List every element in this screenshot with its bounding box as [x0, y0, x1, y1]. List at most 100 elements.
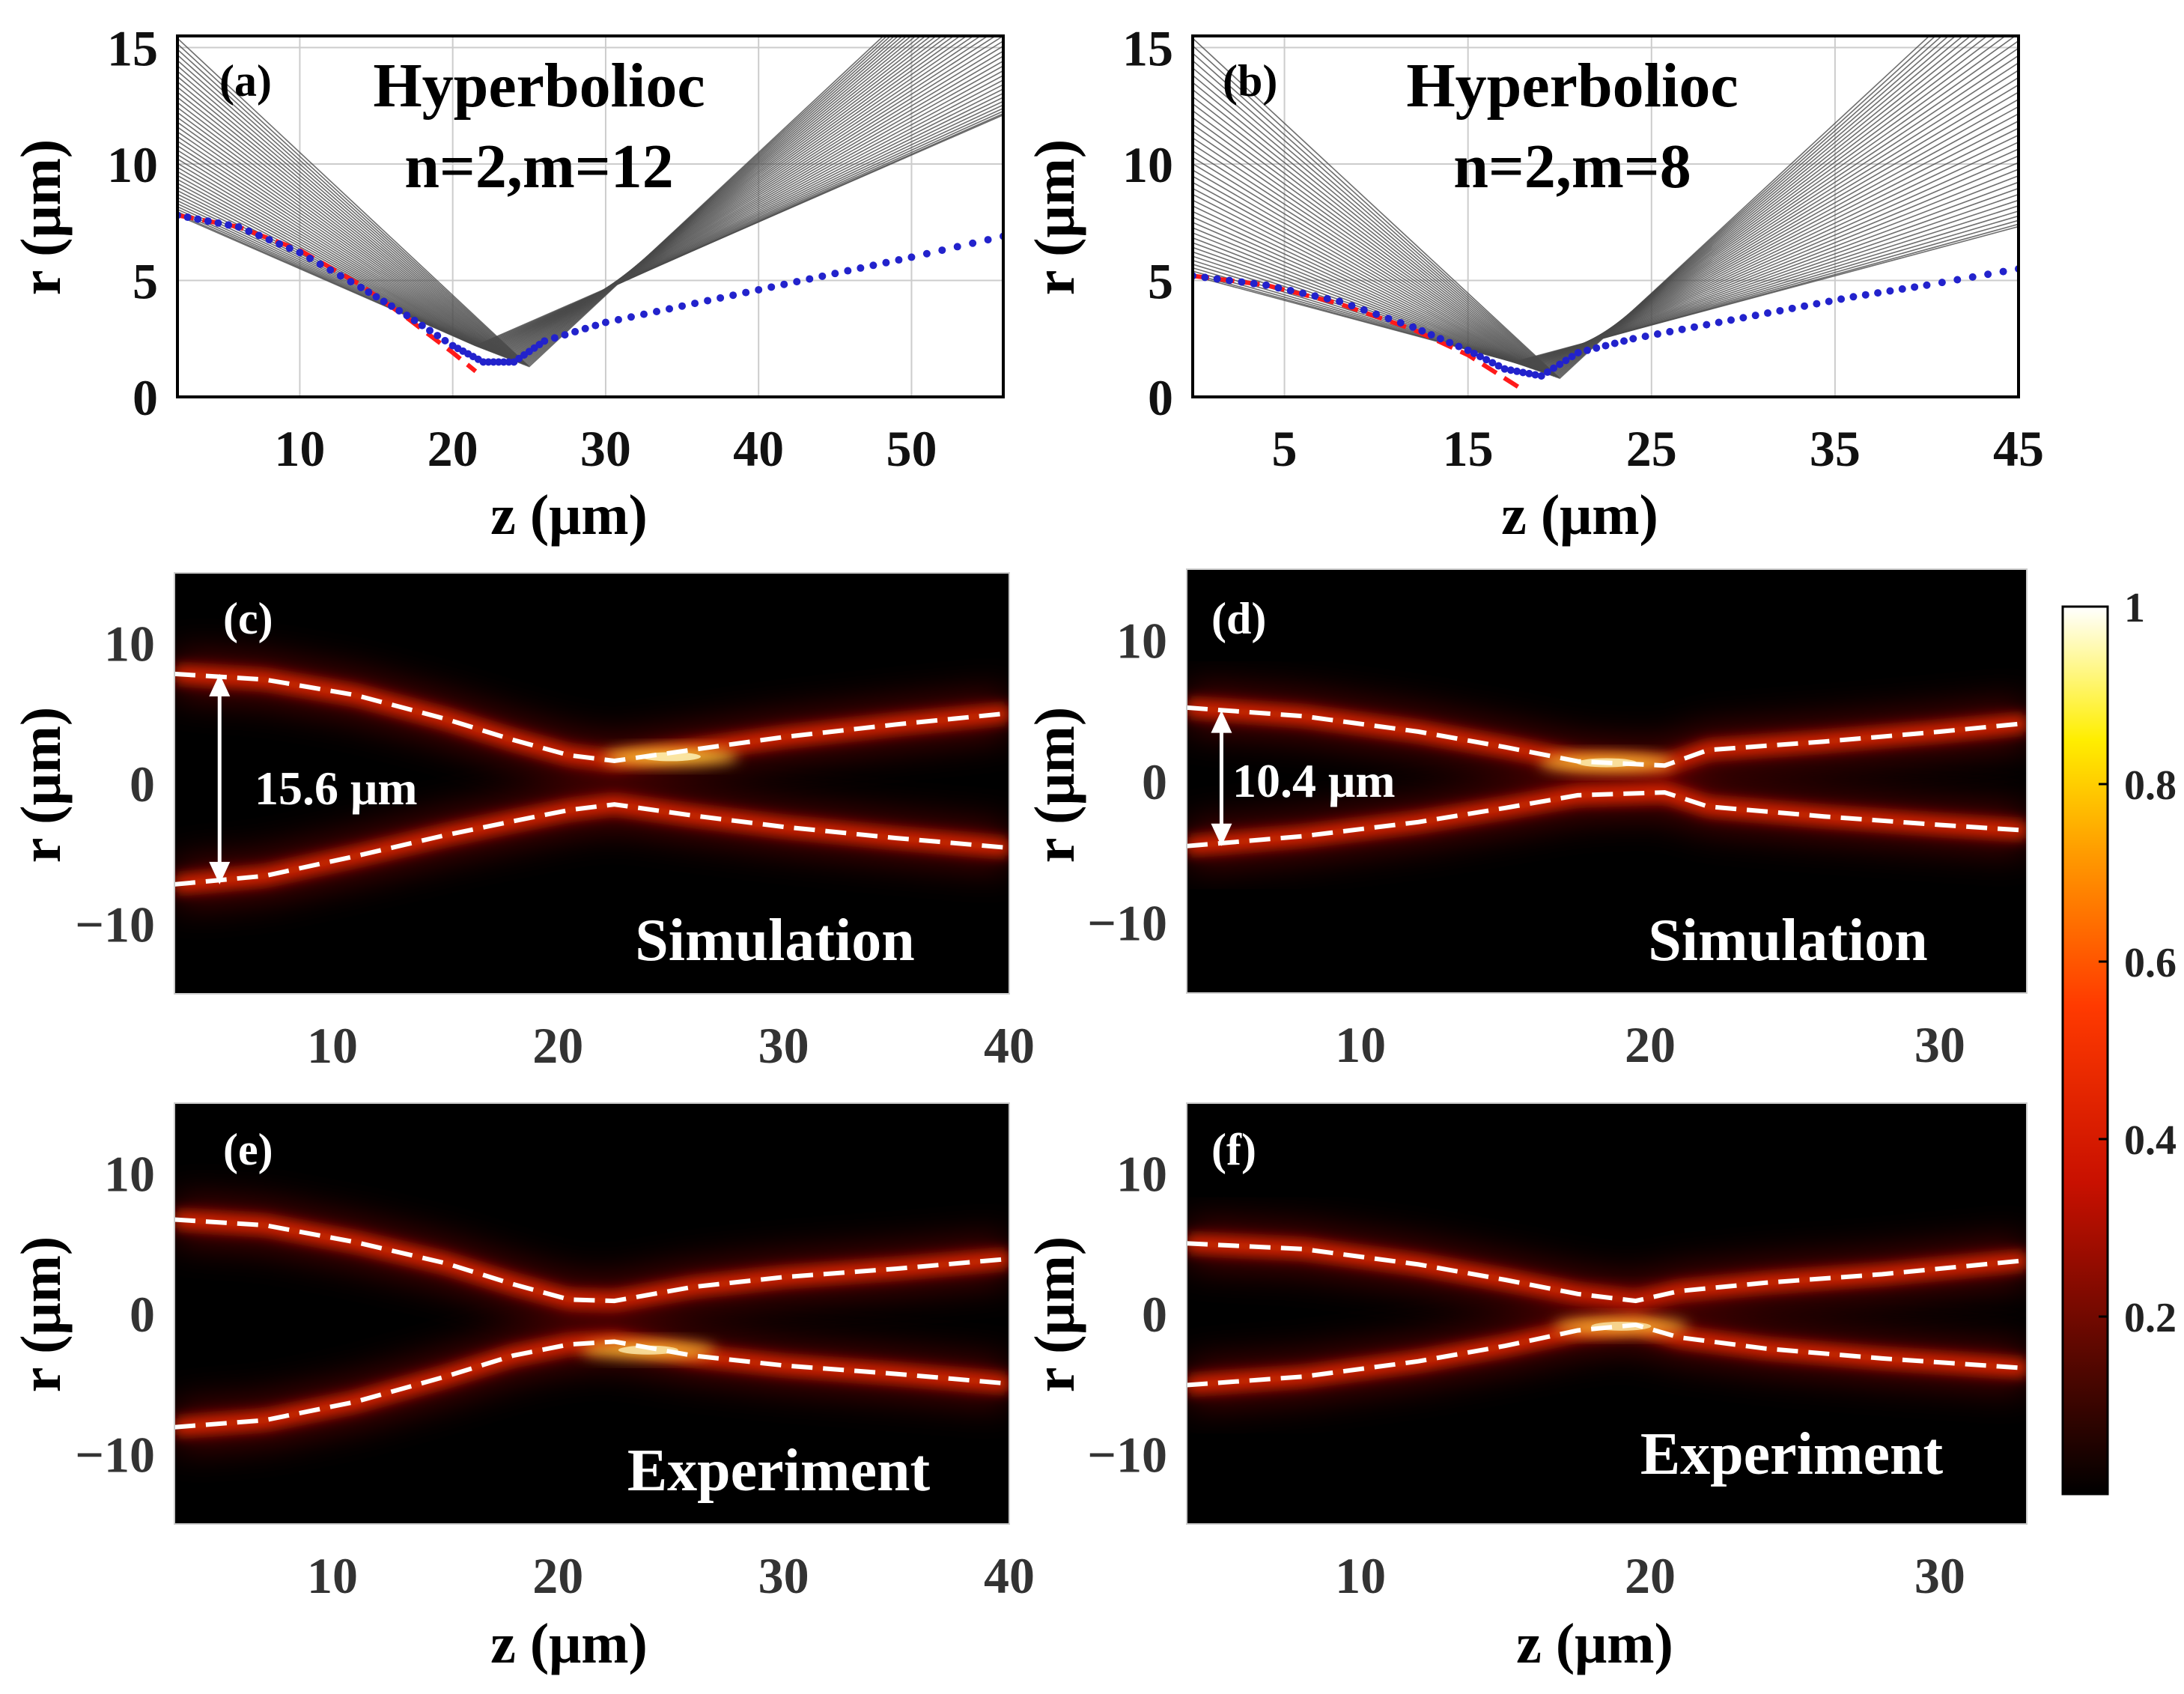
ray-line — [1193, 36, 1930, 380]
colorbar-tick-label: 0.6 — [2124, 940, 2177, 986]
numeric-dot — [1653, 330, 1661, 339]
numeric-dot — [639, 310, 648, 318]
panel-a-xticks: 10 20 30 40 50 — [274, 420, 937, 477]
panel-a: 10 20 30 40 50 0 5 10 15 (a) Hyperbolioc n=2,m=… — [10, 20, 1005, 547]
numeric-dot — [1938, 279, 1946, 287]
numeric-dot — [1250, 279, 1258, 288]
xtick-label: 45 — [1993, 420, 2044, 477]
numeric-dot — [1513, 367, 1521, 375]
numeric-dot — [581, 324, 589, 333]
panel-f-lower-dash — [1187, 1322, 2027, 1388]
numeric-dot — [666, 305, 674, 313]
xtick-label: 35 — [1810, 420, 1861, 477]
numeric-dot — [1898, 285, 1906, 293]
panel-d-upper-dash — [1187, 705, 2027, 768]
numeric-dot — [614, 315, 622, 324]
ytick-label: 0 — [1142, 1286, 1167, 1343]
ytick-label: 5 — [133, 253, 158, 310]
numeric-dot — [729, 291, 737, 300]
numeric-dot — [678, 302, 687, 310]
numeric-dot — [183, 213, 192, 222]
ytick-label: −10 — [75, 896, 155, 953]
panel-d-caption: Simulation — [1648, 908, 1927, 974]
panel-c-ylabel: r (μm) — [10, 707, 73, 863]
xtick-label: 30 — [758, 1547, 809, 1604]
panel-a-yticks: 0 5 10 15 — [107, 20, 158, 426]
ytick-label: 5 — [1148, 253, 1173, 310]
xtick-label: 10 — [274, 420, 325, 477]
numeric-dot — [1436, 335, 1444, 343]
numeric-dot — [276, 240, 284, 248]
xtick-label: 10 — [307, 1547, 358, 1604]
panel-b-theory-line — [1193, 273, 1524, 392]
ytick-label: 10 — [107, 136, 158, 193]
numeric-dot — [780, 280, 788, 288]
numeric-dot — [1968, 273, 1977, 281]
numeric-dot — [1494, 362, 1503, 370]
numeric-dot — [1953, 276, 1962, 284]
panel-e-xticks: 10 20 30 40 — [307, 1547, 1035, 1604]
numeric-dot — [1446, 339, 1454, 347]
numeric-dot — [1739, 314, 1747, 322]
numeric-dot — [234, 222, 243, 231]
numeric-dot — [1610, 339, 1619, 347]
numeric-dot — [938, 246, 946, 255]
numeric-dot — [717, 294, 725, 302]
panel-f-label: (f) — [1211, 1125, 1256, 1174]
colorbar-tick-label: 0.8 — [2124, 762, 2177, 809]
numeric-dot — [1751, 312, 1759, 320]
numeric-dot — [1776, 306, 1784, 315]
ytick-label: −10 — [1087, 1426, 1167, 1483]
numeric-dot — [1213, 275, 1221, 283]
numeric-dot — [245, 227, 253, 235]
numeric-dot — [1455, 342, 1463, 350]
numeric-dot — [1568, 353, 1576, 361]
panel-c-frame — [174, 572, 1010, 995]
xtick-label: 50 — [886, 420, 937, 477]
panel-c-map-background — [174, 573, 1009, 994]
numeric-dot — [691, 300, 699, 308]
numeric-dot — [306, 254, 314, 262]
numeric-dot — [1519, 368, 1527, 377]
numeric-dot — [704, 297, 712, 305]
numeric-dot — [1506, 366, 1515, 374]
xtick-label: 15 — [1443, 420, 1494, 477]
peak-core — [618, 1345, 678, 1355]
numeric-dot — [907, 253, 916, 261]
panel-f-upper-dash — [1187, 1241, 2027, 1304]
xtick-label: 40 — [733, 420, 784, 477]
ytick-label: −10 — [75, 1426, 155, 1483]
numeric-dot — [1813, 300, 1821, 308]
numeric-dot — [869, 261, 877, 270]
ytick-label: 10 — [1116, 612, 1167, 669]
panel-e-frame — [174, 1102, 1010, 1525]
numeric-dot — [1384, 315, 1393, 323]
ytick-label: 0 — [133, 369, 158, 426]
numeric-dot — [1274, 284, 1283, 292]
numeric-dot — [441, 336, 449, 344]
panel-a-numeric-dots — [177, 211, 1003, 366]
numeric-dot — [561, 331, 569, 339]
xtick-label: 10 — [1335, 1547, 1386, 1604]
numeric-dot — [1629, 335, 1637, 343]
xtick-label: 20 — [532, 1017, 583, 1074]
numeric-dot — [1911, 283, 1919, 291]
numeric-dot — [1226, 276, 1234, 285]
numeric-dot — [571, 327, 580, 336]
panel-c-label: (c) — [223, 594, 273, 643]
numeric-dot — [953, 243, 961, 251]
numeric-dot — [265, 236, 273, 244]
numeric-dot — [1500, 365, 1509, 373]
numeric-dot — [1348, 302, 1356, 310]
panel-c-intensity-glow — [174, 651, 1009, 907]
numeric-dot — [214, 219, 222, 227]
numeric-dot — [742, 288, 750, 297]
panel-c-yticks: −10 0 10 — [75, 616, 155, 953]
panel-d-ylabel: r (μm) — [1023, 707, 1086, 863]
panel-c-caption: Simulation — [635, 908, 914, 974]
numeric-dot — [550, 334, 559, 342]
numeric-dot — [653, 307, 661, 315]
numeric-dot — [255, 231, 263, 240]
numeric-dot — [1476, 353, 1485, 361]
